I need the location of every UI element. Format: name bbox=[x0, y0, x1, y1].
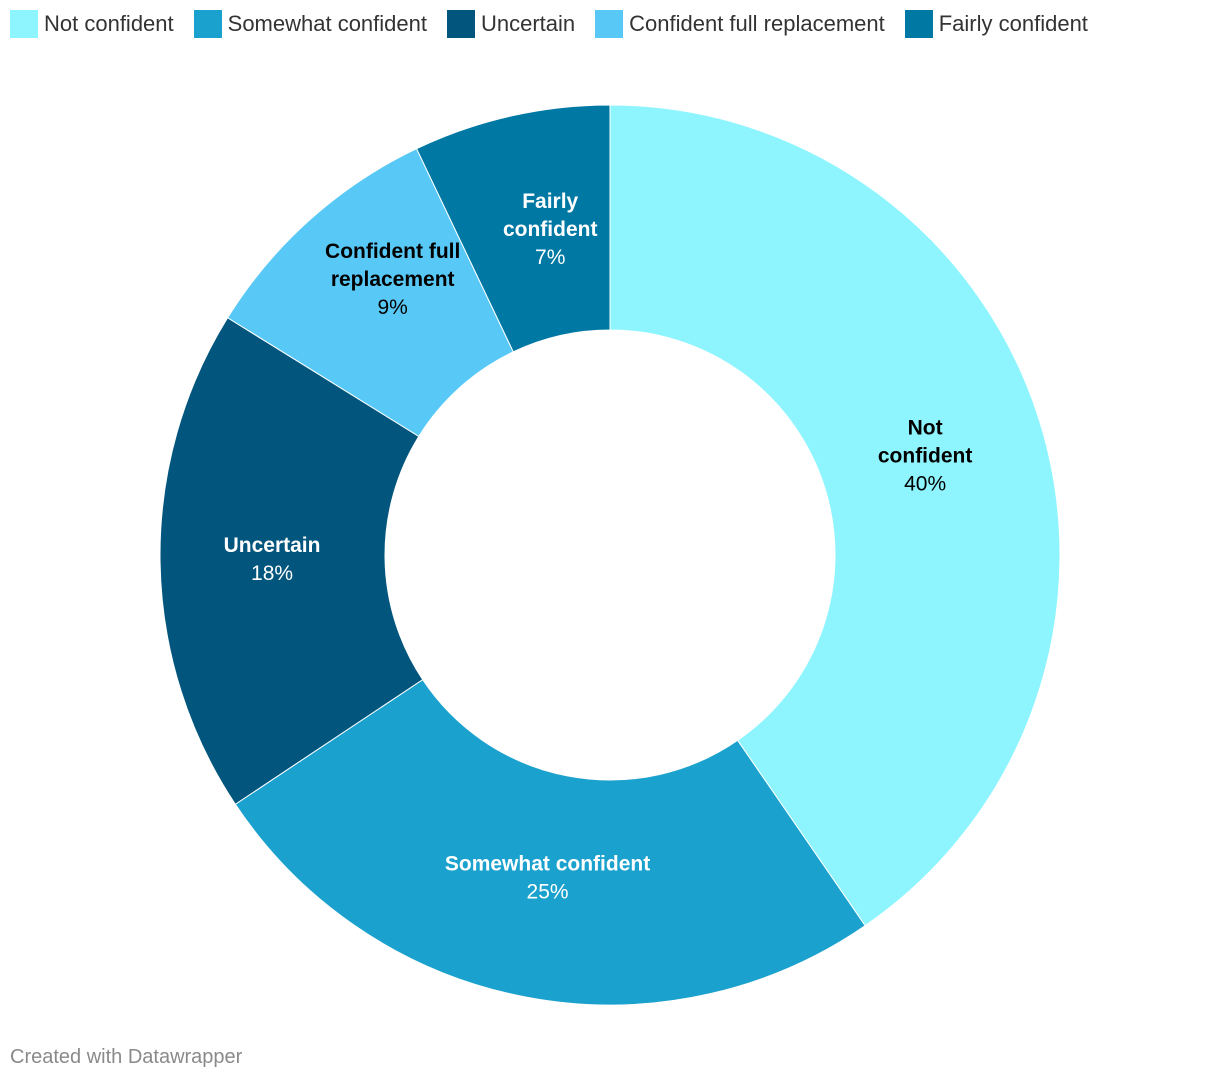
slice-uncertain bbox=[159, 317, 424, 805]
slice-category-label: confident bbox=[503, 218, 598, 241]
legend-swatch bbox=[193, 10, 222, 38]
donut-slices bbox=[159, 104, 1061, 1006]
legend-swatch bbox=[446, 10, 475, 38]
legend-label: Uncertain bbox=[480, 11, 576, 36]
slice-label-not-confident: Not confident 40% bbox=[878, 417, 973, 496]
slice-value-label: 18% bbox=[251, 562, 293, 585]
slice-category-label: Uncertain bbox=[224, 534, 321, 557]
slice-value-label: 7% bbox=[535, 246, 565, 269]
footer-credit: Created with Datawrapper bbox=[10, 1046, 243, 1068]
legend-label: Fairly confident bbox=[938, 11, 1088, 36]
slice-value-label: 40% bbox=[904, 473, 946, 496]
slice-category-label: Not bbox=[908, 417, 943, 440]
slice-somewhat-confident bbox=[234, 678, 866, 1006]
slice-category-label: confident bbox=[878, 445, 973, 468]
slice-category-label: replacement bbox=[331, 268, 455, 291]
donut-chart: Not confident 40% Somewhat confident 25% Unce… bbox=[159, 104, 1061, 1006]
legend-item-fairly-confident: Fairly confident bbox=[904, 10, 1088, 38]
legend-swatch bbox=[595, 10, 624, 38]
slice-category-label: Fairly bbox=[522, 190, 578, 213]
slice-not-confident bbox=[609, 104, 1061, 927]
slice-value-label: 9% bbox=[378, 296, 408, 319]
legend-item-uncertain: Uncertain bbox=[446, 10, 576, 38]
legend-swatch bbox=[10, 10, 38, 38]
legend-label: Somewhat confident bbox=[227, 11, 427, 36]
donut-labels: Not confident 40% Somewhat confident 25% Unce… bbox=[224, 190, 973, 904]
slice-label-uncertain: Uncertain 18% bbox=[224, 534, 321, 585]
slice-fairly-confident bbox=[415, 104, 611, 353]
slice-label-fairly-confident: Fairly confident 7% bbox=[503, 190, 598, 269]
chart-legend: Not confident Somewhat confident Uncerta… bbox=[10, 10, 1088, 38]
slice-label-somewhat-confident: Somewhat confident 25% bbox=[445, 853, 650, 904]
legend-item-somewhat-confident: Somewhat confident bbox=[193, 10, 427, 38]
legend-label: Not confident bbox=[44, 11, 174, 36]
slice-category-label: Confident full bbox=[325, 240, 460, 263]
legend-swatch bbox=[904, 10, 933, 38]
slice-category-label: Somewhat confident bbox=[445, 853, 650, 876]
legend-item-confident-full-replacement: Confident full replacement bbox=[595, 10, 885, 38]
legend-label: Confident full replacement bbox=[629, 11, 885, 36]
slice-value-label: 25% bbox=[527, 881, 569, 904]
legend-item-not-confident: Not confident bbox=[10, 10, 174, 38]
slice-label-confident-full-replacement: Confident full replacement 9% bbox=[325, 240, 460, 319]
